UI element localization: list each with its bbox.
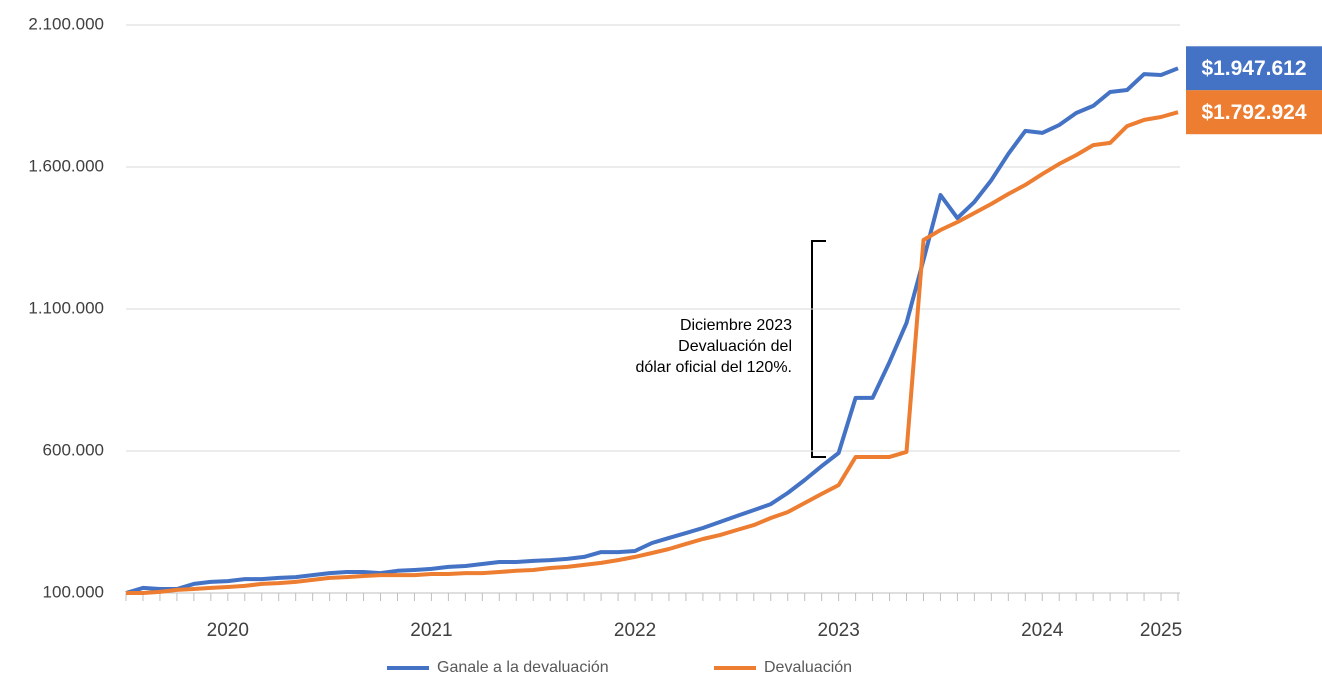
x-tick-label: 2020: [207, 620, 249, 641]
x-tick-label: 2021: [410, 620, 452, 641]
y-tick-label: 100.000: [43, 582, 104, 601]
annotation-bracket: [811, 240, 826, 458]
value-label: $1.792.924: [1201, 101, 1306, 124]
value-label: $1.947.612: [1201, 57, 1306, 80]
annotation: Devaluación del: [678, 338, 792, 355]
annotation: Diciembre 2023: [680, 317, 792, 334]
x-tick-label: 2025: [1140, 620, 1182, 641]
x-tick-label: 2023: [818, 620, 860, 641]
annotation: dólar oficial del 120%.: [635, 359, 792, 376]
legend-label: Ganale a la devaluación: [437, 659, 609, 676]
y-tick-label: 1.600.000: [28, 156, 104, 175]
series-line: [125, 66, 1179, 595]
y-tick-label: 1.100.000: [28, 298, 104, 317]
value-label-box: [1186, 46, 1322, 91]
value-label-box: [1186, 90, 1322, 135]
series-line: [126, 110, 1179, 595]
x-tick-label: 2022: [614, 620, 656, 641]
y-tick-label: 2.100.000: [28, 14, 104, 33]
y-tick-label: 600.000: [43, 440, 104, 459]
x-tick-label: 2024: [1021, 620, 1064, 641]
legend-label: Devaluación: [764, 659, 852, 676]
